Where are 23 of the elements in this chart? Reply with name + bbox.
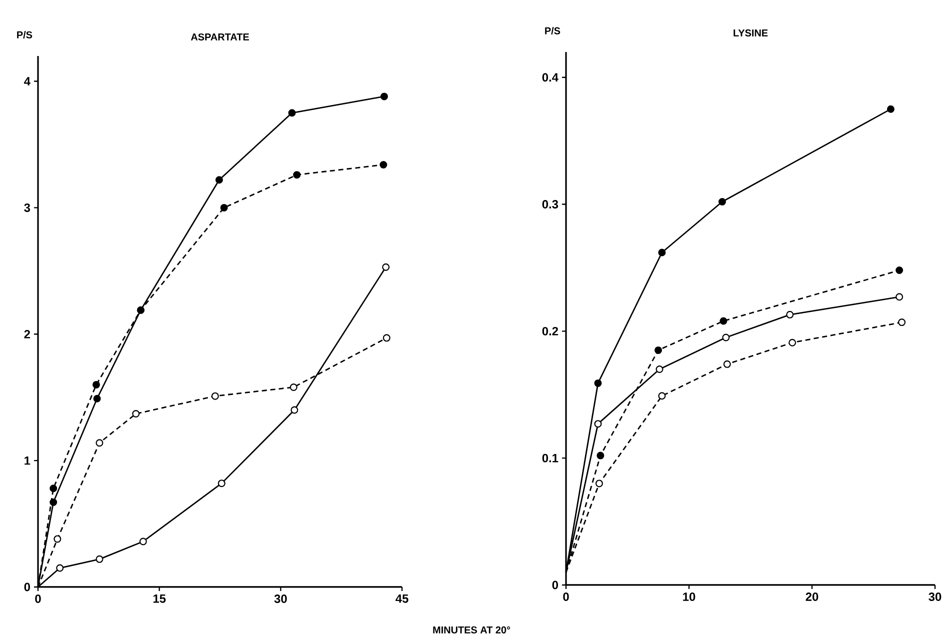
x-tick-label: 15 [153,594,166,603]
y-tick-label: 0.3 [542,200,558,209]
y-tick-label: 0 [552,580,558,590]
x-tick-label: 30 [274,594,287,603]
x-tick-label: 0 [563,592,569,601]
x-tick-label: 10 [683,592,696,601]
y-tick-label: 0.4 [542,73,558,82]
y-tick-label: 0.1 [542,454,558,462]
x-axis-title: MINUTES AT 20° [433,626,510,634]
y-axis-title: P/S [545,27,560,34]
y-axis-title: P/S [17,31,32,38]
y-tick-label: 0 [24,582,30,592]
y-tick-label: 2 [24,330,30,338]
chart-title: ASPARTATE [190,33,249,40]
chart-title: LYSINE [734,29,768,36]
y-tick-label: 0.2 [542,326,558,336]
x-tick-label: 0 [35,594,41,603]
x-tick-label: 30 [928,592,942,601]
x-tick-label: 45 [396,594,408,603]
y-tick-label: 1 [24,456,30,465]
y-tick-label: 4 [24,77,30,86]
y-tick-label: 3 [24,203,30,212]
x-tick-label: 20 [806,592,818,601]
